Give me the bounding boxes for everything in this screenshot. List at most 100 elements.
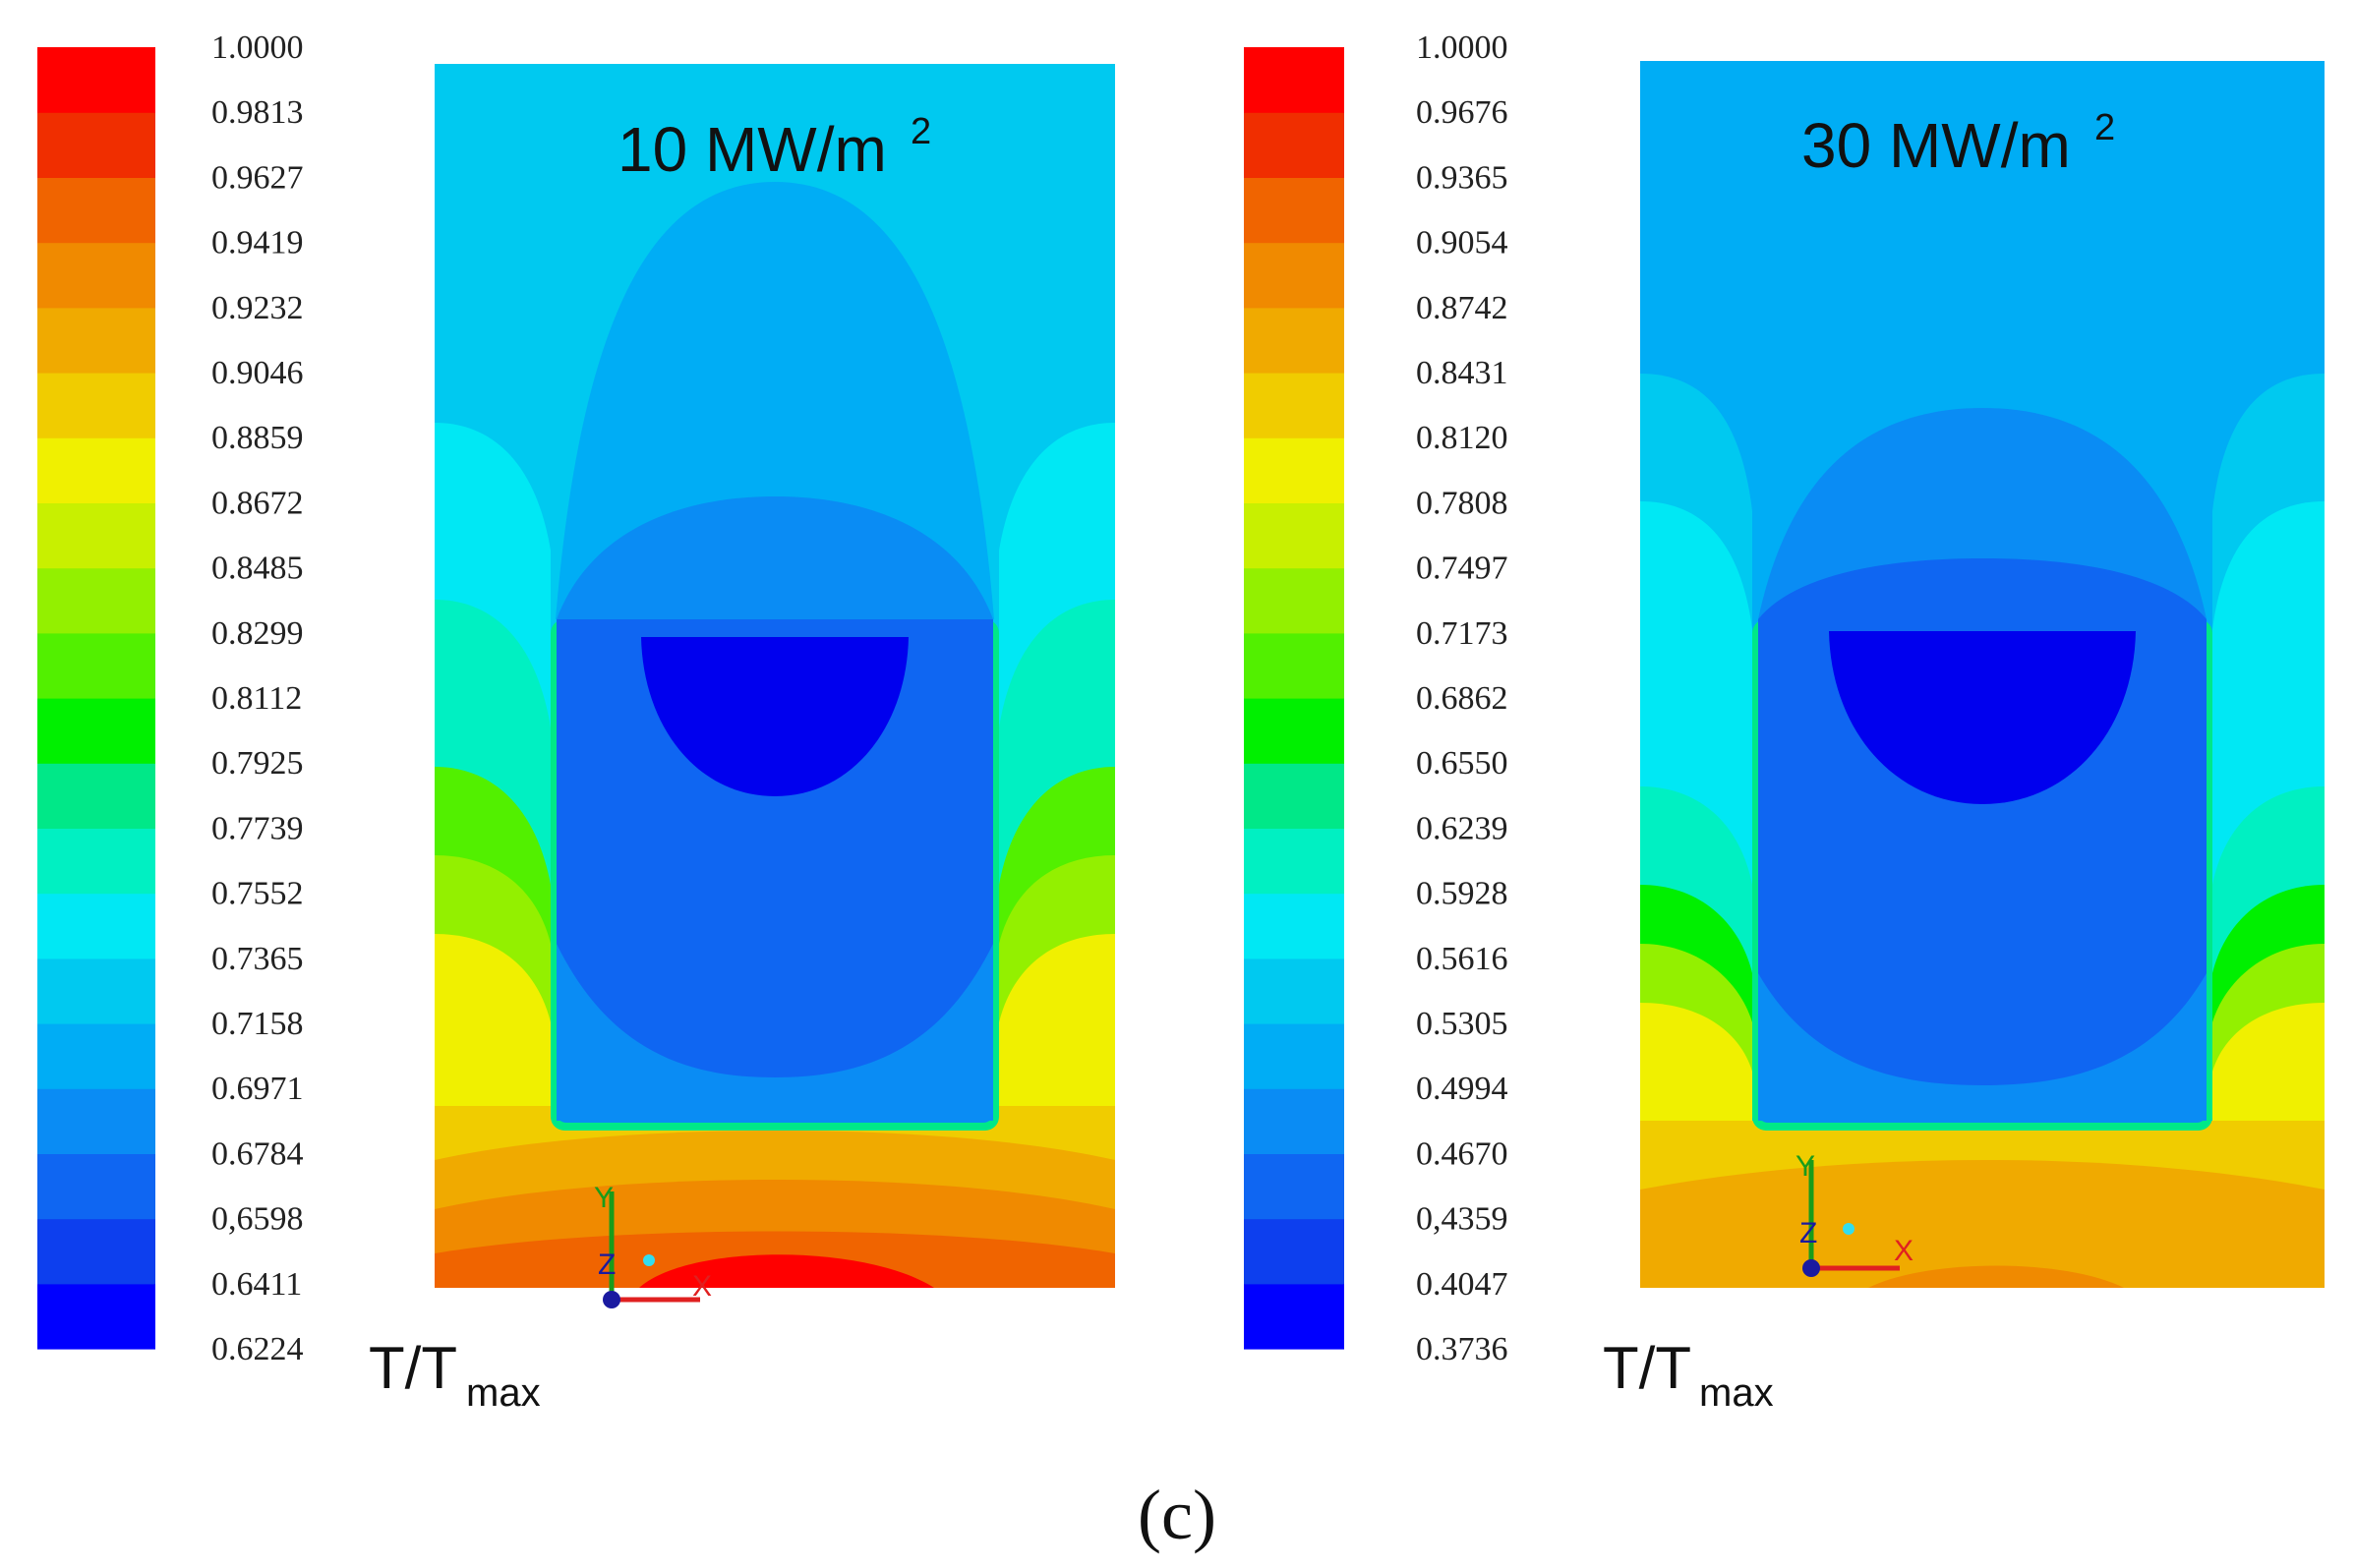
scale-swatch-left bbox=[37, 1088, 155, 1154]
scale-swatch-right bbox=[1244, 698, 1344, 764]
heat-flux-label-left: 10 MW/m bbox=[618, 114, 887, 185]
axis-z-label-left: Z bbox=[598, 1249, 616, 1281]
scale-tick-label-left: 0.8485 bbox=[211, 551, 304, 587]
scale-tick-label-right: 0.9365 bbox=[1416, 159, 1508, 196]
scale-tick-label-left: 0.7158 bbox=[211, 1006, 304, 1042]
scale-swatch-left bbox=[37, 177, 155, 244]
scale-labels-left: 1.0000 0.9813 0.9627 0.9419 0.9232 0.9046 0.88… bbox=[211, 29, 304, 1367]
panel-left: 1.0000 0.9813 0.9627 0.9419 0.9232 0.9046 0.88… bbox=[37, 29, 1115, 1415]
scale-swatch-left bbox=[37, 828, 155, 895]
scale-tick-label-right: 0.4047 bbox=[1416, 1266, 1508, 1303]
scale-swatch-left bbox=[37, 567, 155, 634]
scale-swatch-left bbox=[37, 1023, 155, 1089]
scale-swatch-right bbox=[1244, 763, 1344, 829]
color-scale-bar-left bbox=[37, 47, 155, 1350]
scale-tick-label-left: 0.9046 bbox=[211, 355, 304, 391]
scale-tick-label-left: 0.8672 bbox=[211, 485, 304, 521]
axis-triad-left: Y Z X bbox=[594, 1182, 712, 1308]
scale-tick-label-left: 0.9627 bbox=[211, 159, 304, 196]
scale-tick-label-right: 0.4670 bbox=[1416, 1135, 1508, 1172]
scale-swatch-left bbox=[37, 47, 155, 113]
scale-tick-label-right: 0.6862 bbox=[1416, 680, 1508, 717]
scale-tick-label-right: 0.5616 bbox=[1416, 941, 1508, 977]
scale-tick-label-right: 0.8742 bbox=[1416, 290, 1508, 326]
axis-x-label-right: X bbox=[1894, 1235, 1913, 1267]
scale-tick-label-left: 0.8859 bbox=[211, 420, 304, 456]
scale-tick-label-right: 0.6239 bbox=[1416, 810, 1508, 846]
scale-swatch-left bbox=[37, 1283, 155, 1350]
scale-tick-label-left: 0.7925 bbox=[211, 745, 304, 782]
scale-swatch-right bbox=[1244, 112, 1344, 178]
scale-tick-label-right: 0.7497 bbox=[1416, 551, 1508, 587]
heat-flux-exponent-right: 2 bbox=[2094, 107, 2115, 148]
scale-tick-label-left: 1.0000 bbox=[211, 29, 304, 66]
scale-tick-label-left: 0.6411 bbox=[211, 1266, 302, 1303]
scale-swatch-right bbox=[1244, 437, 1344, 503]
scale-swatch-right bbox=[1244, 1088, 1344, 1154]
scale-tick-label-right: 0,4359 bbox=[1416, 1201, 1508, 1238]
scale-tick-label-left: 0.9813 bbox=[211, 94, 304, 131]
scale-swatch-left bbox=[37, 502, 155, 569]
scale-tick-label-right: 0.9054 bbox=[1416, 225, 1508, 261]
quantity-subscript-left: max bbox=[466, 1371, 541, 1415]
scale-swatch-right bbox=[1244, 502, 1344, 569]
scale-swatch-right bbox=[1244, 177, 1344, 244]
scale-tick-label-left: 0.6224 bbox=[211, 1331, 304, 1367]
heat-flux-exponent-left: 2 bbox=[911, 111, 931, 152]
scale-swatch-left bbox=[37, 763, 155, 829]
scale-tick-label-right: 0.7173 bbox=[1416, 615, 1508, 652]
scale-swatch-right bbox=[1244, 567, 1344, 634]
scale-tick-label-left: 0.8299 bbox=[211, 615, 304, 652]
scale-swatch-left bbox=[37, 437, 155, 503]
scale-tick-label-right: 0.5305 bbox=[1416, 1006, 1508, 1042]
scale-tick-label-right: 0.9676 bbox=[1416, 94, 1508, 131]
scale-tick-label-left: 0.9232 bbox=[211, 290, 304, 326]
contour-plot-left: 10 MW/m 2 Y Z X bbox=[435, 64, 1115, 1308]
scale-swatch-left bbox=[37, 112, 155, 178]
quantity-label-right: T/T bbox=[1603, 1335, 1691, 1401]
scale-tick-label-left: 0.8112 bbox=[211, 680, 302, 717]
figure-caption: (c) bbox=[1138, 1476, 1216, 1554]
scale-tick-label-right: 0.3736 bbox=[1416, 1331, 1508, 1367]
scale-tick-label-right: 1.0000 bbox=[1416, 29, 1508, 66]
axis-y-label-left: Y bbox=[594, 1182, 614, 1214]
scale-swatch-right bbox=[1244, 47, 1344, 113]
scale-tick-label-right: 0.7808 bbox=[1416, 485, 1508, 521]
scale-swatch-left bbox=[37, 1153, 155, 1220]
scale-swatch-right bbox=[1244, 373, 1344, 438]
scale-swatch-left bbox=[37, 1218, 155, 1285]
quantity-label-left: T/T bbox=[369, 1335, 457, 1401]
quantity-subscript-right: max bbox=[1699, 1371, 1774, 1415]
scale-swatch-left bbox=[37, 242, 155, 309]
scale-swatch-left bbox=[37, 632, 155, 699]
axis-z-label-right: Z bbox=[1799, 1217, 1817, 1249]
scale-tick-label-right: 0.4994 bbox=[1416, 1071, 1508, 1107]
axis-triad-right: Y Z X bbox=[1796, 1150, 1913, 1277]
scale-tick-label-right: 0.8120 bbox=[1416, 420, 1508, 456]
scale-swatch-right bbox=[1244, 307, 1344, 374]
scale-tick-label-right: 0.6550 bbox=[1416, 745, 1508, 782]
scale-swatch-right bbox=[1244, 958, 1344, 1024]
scale-swatch-right bbox=[1244, 828, 1344, 895]
scale-tick-label-right: 0.8431 bbox=[1416, 355, 1508, 391]
scale-tick-label-left: 0.6784 bbox=[211, 1135, 304, 1172]
scale-swatch-left bbox=[37, 893, 155, 959]
scale-tick-label-left: 0.7365 bbox=[211, 941, 304, 977]
scale-tick-label-left: 0.9419 bbox=[211, 225, 304, 261]
scale-swatch-right bbox=[1244, 1283, 1344, 1350]
scale-swatch-right bbox=[1244, 1153, 1344, 1220]
scale-tick-label-left: 0.7739 bbox=[211, 810, 304, 846]
color-scale-bar-right bbox=[1244, 47, 1344, 1350]
scale-swatch-right bbox=[1244, 1023, 1344, 1089]
scale-swatch-right bbox=[1244, 893, 1344, 959]
contour-plot-right: 30 MW/m 2 Y Z X bbox=[1640, 61, 2325, 1288]
scale-swatch-left bbox=[37, 373, 155, 438]
scale-swatch-left bbox=[37, 958, 155, 1024]
scale-tick-label-left: 0.7552 bbox=[211, 876, 304, 912]
scale-swatch-left bbox=[37, 307, 155, 374]
scale-swatch-right bbox=[1244, 242, 1344, 309]
scale-swatch-right bbox=[1244, 1218, 1344, 1285]
axis-y-label-right: Y bbox=[1796, 1150, 1815, 1183]
axis-x-label-left: X bbox=[692, 1270, 712, 1303]
